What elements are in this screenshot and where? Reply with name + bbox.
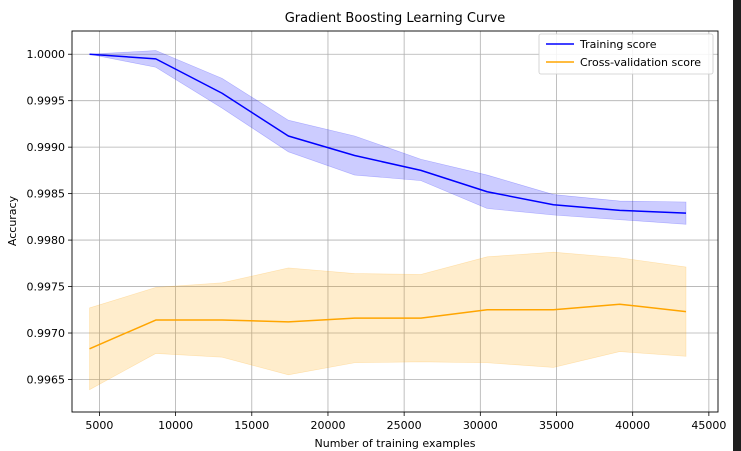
y-tick-label: 1.0000 [27,48,66,61]
plot-frame [71,30,719,413]
y-tick-label: 0.9970 [27,327,66,340]
confidence-band-0 [89,50,687,225]
y-axis-label: Accuracy [6,195,19,246]
y-tick-label: 0.9985 [27,188,66,201]
y-tick-label: 0.9995 [27,95,66,108]
series-line-0 [89,53,687,214]
legend-box [538,33,714,75]
series-lines [89,53,687,350]
confidence-band-1 [89,251,687,391]
x-axis-label: Number of training examples [315,437,476,450]
plot-background [72,31,718,412]
x-tick-label: 30000 [463,419,498,432]
x-axis-ticks: 5000 10000 15000 20000 25000 30000 35000 40000 4… [85,412,726,432]
x-tick-label: 5000 [85,419,113,432]
y-tick-label: 0.9975 [27,281,66,294]
legend-label-cross-validation: Cross-validation score [580,56,701,69]
grid [72,31,718,412]
legend: Training score Cross-validation score [538,33,714,75]
y-tick-label: 0.9965 [27,373,66,386]
x-tick-label: 40000 [615,419,650,432]
y-axis-ticks: 0.9965 0.9970 0.9975 0.9980 0.9985 0.9990 0.99… [27,48,72,386]
y-tick-label: 0.9980 [27,234,66,247]
series-line-1 [89,303,687,350]
x-tick-label: 15000 [234,419,269,432]
x-tick-label: 20000 [310,419,345,432]
x-tick-label: 45000 [691,419,726,432]
y-tick-label: 0.9990 [27,141,66,154]
x-tick-label: 10000 [158,419,193,432]
chart-title: Gradient Boosting Learning Curve [285,11,506,26]
confidence-bands [89,50,687,391]
legend-label-training: Training score [579,38,657,51]
x-tick-label: 25000 [387,419,422,432]
x-tick-label: 35000 [539,419,574,432]
